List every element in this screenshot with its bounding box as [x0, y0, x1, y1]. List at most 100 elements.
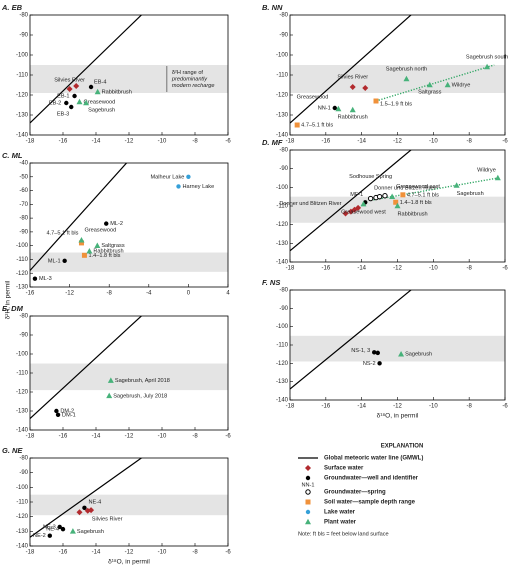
point — [54, 408, 59, 414]
x-tick-label: -18 — [286, 266, 295, 272]
panel: A. EB -18 -16 -14 -12 -10 -8 -6 -80 -90 -100 -110 -1… — [1, 3, 231, 145]
x-tick-label: -6 — [502, 139, 508, 145]
panel-title: C. ML — [2, 151, 23, 160]
y-tick-label: -80 — [19, 456, 28, 462]
point — [78, 236, 85, 243]
point — [389, 193, 396, 199]
legend-label: Soil water—sample depth range — [324, 500, 416, 506]
x-tick-label: -10 — [158, 434, 167, 440]
point-label: Greasewood — [84, 99, 116, 105]
legend-marker — [305, 475, 311, 481]
x-tick-label: -16 — [321, 266, 330, 272]
point — [382, 193, 388, 199]
y-tick-label: -40 — [19, 161, 28, 167]
point-label: Sagebrush — [77, 529, 104, 535]
band — [30, 363, 228, 391]
legend-label: Lake water — [324, 510, 356, 516]
x-tick-label: -10 — [429, 404, 438, 410]
y-tick-label: -140 — [16, 544, 29, 550]
clipped — [290, 150, 498, 252]
point-label: DM-2 — [60, 408, 74, 414]
point — [400, 192, 406, 198]
x-tick-label: -6 — [225, 139, 231, 145]
y-tick-label: -110 — [16, 73, 28, 79]
point-label: NE-4 — [88, 499, 101, 505]
x-tick-label: -14 — [92, 434, 101, 440]
point — [373, 98, 379, 104]
x-tick-label: -8 — [107, 291, 113, 297]
y-tick-label: -100 — [16, 53, 29, 59]
y-tick-label: -80 — [19, 13, 28, 19]
point — [355, 204, 362, 211]
point — [186, 174, 191, 179]
y-tick-label: -70 — [19, 202, 28, 208]
point-label: Donner und Blitzen River — [374, 185, 436, 191]
point-label: EB-4 — [94, 79, 106, 85]
clipped — [290, 15, 495, 124]
point — [335, 105, 342, 112]
y-tick-label: -140 — [16, 428, 29, 434]
point-label: Harney Lake — [183, 184, 215, 190]
legend-marker — [305, 509, 311, 515]
point — [453, 182, 460, 188]
point-label: Silvies River — [337, 74, 368, 80]
point-label: Donner und Blitzen River — [279, 201, 341, 207]
x-tick-label: -8 — [466, 404, 472, 410]
point — [57, 524, 62, 530]
point-label: Malheur Lake — [150, 174, 184, 180]
clipped — [30, 316, 143, 420]
panel-title: E. DM — [2, 304, 24, 313]
point — [76, 509, 83, 516]
point-label: Wildrye — [452, 82, 471, 88]
panel-title: A. EB — [1, 3, 23, 12]
panel: B. NN -18 -16 -14 -12 -10 -8 -6 -80 -90 -100 -110 -1… — [262, 3, 508, 145]
point — [398, 350, 405, 357]
y-tick-label: -80 — [279, 148, 288, 154]
x-tick-label: -12 — [393, 266, 402, 272]
point-label: NN-1 — [318, 105, 331, 111]
y-tick-label: -120 — [276, 222, 289, 228]
y-tick-label: -100 — [16, 485, 29, 491]
x-tick-label: -12 — [125, 434, 134, 440]
legend-label: Plant water — [324, 520, 357, 526]
y-tick-label: -100 — [276, 53, 289, 59]
legend-marker — [305, 499, 311, 505]
legend-label: Groundwater—spring — [324, 490, 386, 496]
point-label: Saltgrass — [101, 243, 125, 249]
y-tick-label: -120 — [16, 93, 29, 99]
gmwl-line — [30, 163, 128, 271]
clipped — [290, 290, 412, 390]
panel: F. NS -18 -16 -14 -12 -10 -8 -6 -80 -90 -100 -110 -1… — [262, 278, 508, 420]
y-tick-label: -80 — [279, 288, 288, 294]
point-label: Sagebrush — [457, 191, 484, 197]
y-tick-label: -140 — [276, 398, 289, 404]
y-tick-label: -130 — [16, 285, 29, 291]
point-label: 4.7–5.1 ft bls — [407, 192, 439, 198]
band — [30, 252, 228, 272]
point — [494, 174, 501, 181]
point-label: Greasewood east — [396, 184, 440, 190]
panel-title: B. NN — [262, 3, 283, 12]
y-tick-label: -80 — [279, 13, 288, 19]
point-label: Greasewood — [297, 94, 329, 100]
x-tick-label: -14 — [357, 404, 366, 410]
point — [376, 193, 383, 200]
y-tick-label: -100 — [276, 185, 289, 191]
panel-title: G. NE — [2, 446, 23, 455]
point-label: 1.5–1.9 ft bls — [380, 101, 412, 107]
x-tick-label: -8 — [192, 434, 198, 440]
y-tick-label: -130 — [276, 379, 289, 385]
x-tick-label: -12 — [393, 404, 402, 410]
gmwl-line — [30, 458, 143, 538]
y-tick-label: -140 — [276, 260, 289, 266]
x-tick-label: -18 — [286, 139, 295, 145]
clipped — [30, 163, 128, 271]
point-label: ML-2 — [110, 221, 123, 227]
y-tick-label: -100 — [276, 324, 289, 330]
point — [78, 240, 84, 246]
y-tick-label: -130 — [16, 409, 29, 415]
legend-label: Global meteoric water line (GMWL) — [324, 456, 423, 462]
trend-line — [370, 177, 498, 202]
y-tick-label: -50 — [19, 174, 28, 180]
